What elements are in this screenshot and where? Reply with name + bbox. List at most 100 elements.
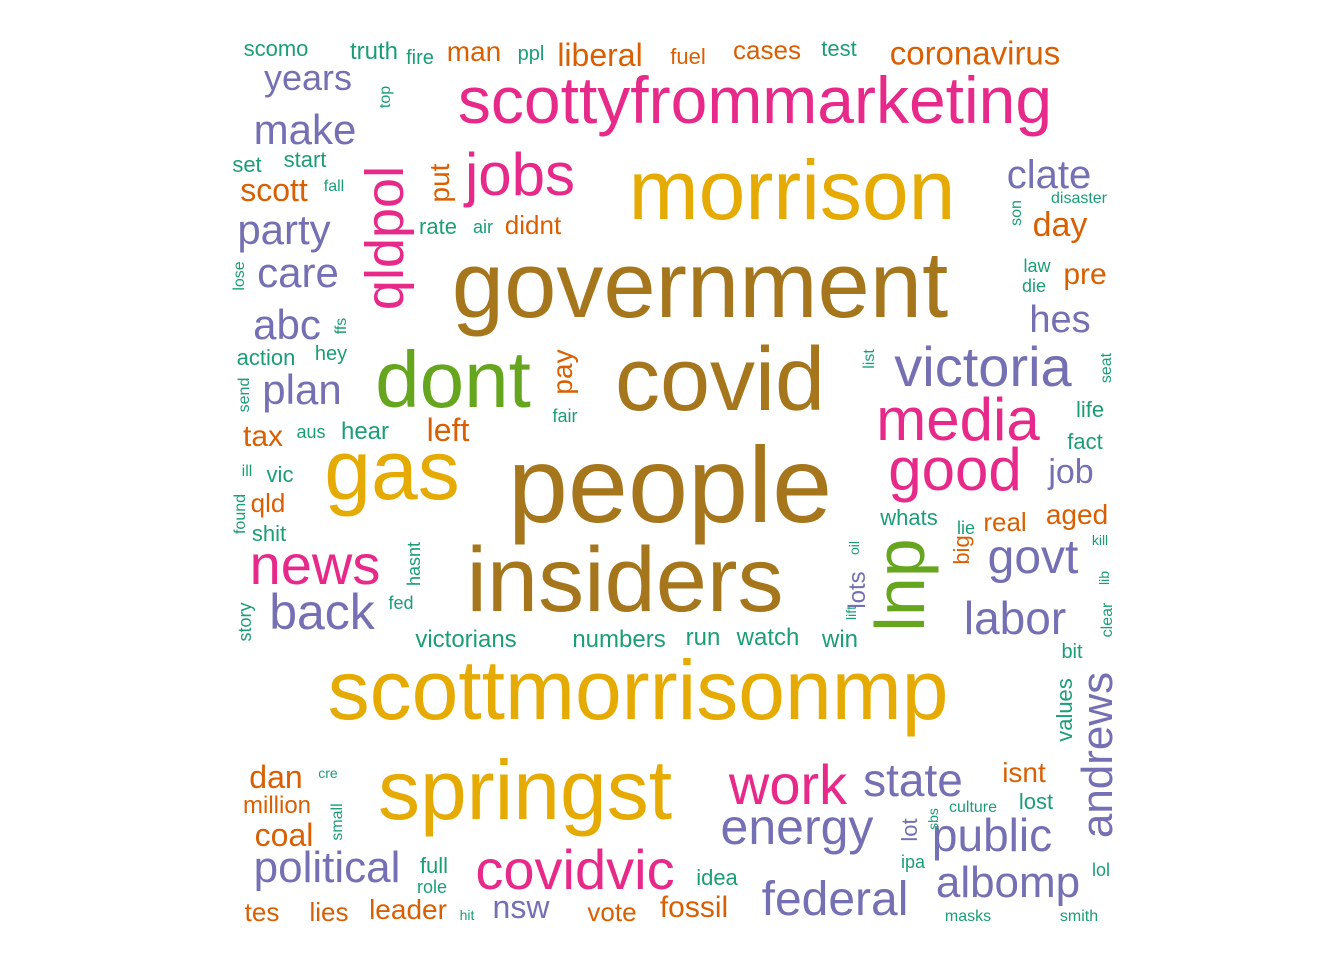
word-covidvic: covidvic [475,838,675,901]
word-government: government [451,232,949,337]
word-lift: lift [843,606,859,620]
word-sbs: sbs [925,808,941,830]
word-watch: watch [736,624,800,651]
word-lose: lose [231,261,248,291]
word-hey: hey [314,343,348,365]
word-years: years [263,57,353,98]
word-dont: dont [375,335,531,424]
word-test: test [821,36,857,61]
word-die: die [1021,276,1047,296]
word-idea: idea [696,865,738,890]
word-left: left [426,412,470,448]
word-fuel: fuel [670,44,706,69]
word-job: job [1048,453,1094,491]
word-care: care [257,249,339,296]
word-seat: seat [1098,352,1115,384]
word-isnt: isnt [1002,757,1046,788]
word-story: story [235,602,255,642]
word-masks: masks [944,908,992,925]
word-air: air [472,217,494,237]
word-federal: federal [761,873,909,926]
word-abc: abc [253,301,321,348]
word-top: top [377,85,394,109]
word-big: big [949,535,974,565]
word-nsw: nsw [492,889,550,925]
word-list: list [861,349,878,369]
word-small: small [329,803,346,841]
word-action: action [236,345,296,370]
word-oil: oil [846,540,862,556]
word-smith: smith [1059,908,1099,925]
word-lol: lol [1091,860,1111,880]
word-ppl: ppl [517,43,545,65]
word-lib: lib [1096,570,1112,586]
word-ill: ill [241,463,253,480]
word-morrison: morrison [628,143,956,237]
word-covid: covid [614,330,826,430]
word-clear: clear [1099,602,1116,638]
word-tax: tax [242,420,284,453]
word-shit: shit [251,521,287,546]
word-people: people [507,424,833,545]
word-real: real [983,507,1027,537]
word-victoria: victoria [894,335,1072,398]
word-fact: fact [1067,429,1103,454]
word-truth: truth [349,38,399,65]
word-scott: scott [240,172,308,208]
word-whats: whats [880,505,938,530]
word-make: make [253,106,357,153]
word-vote: vote [587,897,637,927]
word-fossil: fossil [659,891,729,924]
word-hear: hear [340,418,390,445]
word-victorians: victorians [415,626,517,653]
word-rate: rate [419,214,457,239]
word-lost: lost [1018,789,1054,814]
word-fire: fire [406,47,434,69]
word-scottyfrommarketing: scottyfrommarketing [457,63,1053,137]
word-qldpol: qldpol [355,165,415,311]
word-lie: lie [956,518,976,538]
word-set: set [232,152,262,177]
word-full: full [419,853,449,878]
word-jobs: jobs [464,141,576,208]
word-fed: fed [388,593,414,613]
word-tes: tes [244,897,280,927]
word-pre: pre [1063,258,1107,291]
word-lnp: lnp [861,538,939,632]
word-culture: culture [948,799,998,816]
word-good: good [888,436,1022,503]
word-back: back [269,584,375,640]
word-send: send [236,377,253,413]
word-labor: labor [963,592,1067,644]
word-leader: leader [369,894,447,925]
word-win: win [821,626,859,653]
word-role: role [416,877,448,897]
word-political: political [253,843,401,892]
word-hit: hit [459,907,475,923]
word-son: son [1008,200,1025,226]
word-energy: energy [720,799,874,855]
word-law: law [1023,256,1051,276]
word-pay: pay [547,349,578,395]
word-run: run [685,624,721,651]
word-man: man [446,36,502,67]
word-andrews: andrews [1073,671,1122,839]
word-start: start [283,147,327,172]
word-numbers: numbers [572,626,666,653]
word-news: news [249,533,381,596]
word-albomp: albomp [935,858,1081,907]
word-public: public [931,809,1053,861]
word-vic: vic [266,462,294,487]
word-scomo: scomo [243,36,309,61]
word-kill: kill [1091,532,1109,548]
word-cases: cases [733,35,801,65]
word-fair: fair [552,406,578,426]
word-million: million [242,792,312,819]
word-springst: springst [377,743,673,837]
word-bit: bit [1061,641,1083,663]
word-liberal: liberal [557,37,643,73]
word-didnt: didnt [504,210,562,240]
word-state: state [863,754,963,806]
word-coronavirus: coronavirus [889,34,1061,72]
